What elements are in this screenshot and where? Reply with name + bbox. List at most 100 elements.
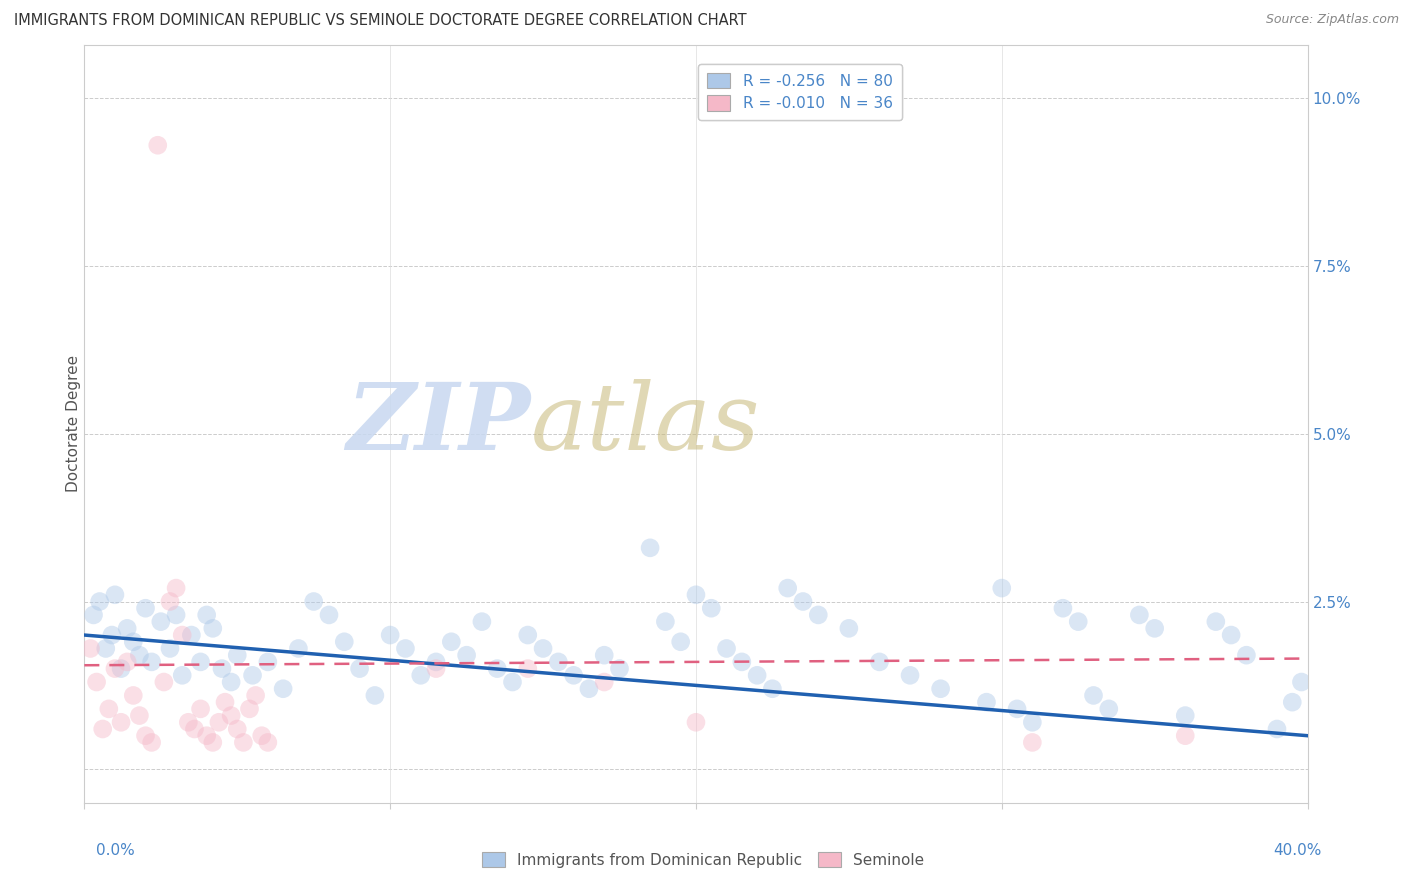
Point bbox=[165, 607, 187, 622]
Point bbox=[486, 662, 509, 676]
Point bbox=[1052, 601, 1074, 615]
Point bbox=[685, 715, 707, 730]
Point bbox=[201, 621, 224, 635]
Point bbox=[89, 594, 111, 608]
Point bbox=[578, 681, 600, 696]
Text: atlas: atlas bbox=[531, 379, 761, 468]
Point bbox=[761, 681, 783, 696]
Point bbox=[1128, 607, 1150, 622]
Point bbox=[609, 662, 631, 676]
Point bbox=[638, 541, 661, 555]
Point bbox=[195, 607, 218, 622]
Point bbox=[245, 689, 267, 703]
Point bbox=[731, 655, 754, 669]
Point bbox=[180, 628, 202, 642]
Point bbox=[747, 668, 769, 682]
Point bbox=[122, 689, 145, 703]
Legend: R = -0.256   N = 80, R = -0.010   N = 36: R = -0.256 N = 80, R = -0.010 N = 36 bbox=[699, 63, 901, 120]
Point bbox=[214, 695, 236, 709]
Point bbox=[201, 735, 224, 749]
Point bbox=[716, 641, 738, 656]
Point bbox=[232, 735, 254, 749]
Point bbox=[440, 634, 463, 648]
Point bbox=[502, 675, 524, 690]
Point bbox=[516, 628, 538, 642]
Point bbox=[976, 695, 998, 709]
Point bbox=[91, 722, 114, 736]
Point bbox=[83, 607, 105, 622]
Point bbox=[349, 662, 371, 676]
Point bbox=[211, 662, 233, 676]
Point bbox=[1236, 648, 1258, 663]
Point bbox=[929, 681, 952, 696]
Point bbox=[456, 648, 478, 663]
Point bbox=[1021, 735, 1043, 749]
Point bbox=[302, 594, 325, 608]
Point bbox=[792, 594, 814, 608]
Point bbox=[471, 615, 494, 629]
Point bbox=[172, 668, 194, 682]
Point bbox=[1281, 695, 1303, 709]
Point bbox=[1083, 689, 1105, 703]
Point bbox=[562, 668, 585, 682]
Point bbox=[86, 675, 108, 690]
Point bbox=[177, 715, 200, 730]
Point bbox=[165, 581, 187, 595]
Point bbox=[257, 735, 280, 749]
Legend: Immigrants from Dominican Republic, Seminole: Immigrants from Dominican Republic, Semi… bbox=[474, 844, 932, 875]
Point bbox=[149, 615, 172, 629]
Point bbox=[128, 648, 150, 663]
Point bbox=[547, 655, 569, 669]
Point bbox=[1067, 615, 1090, 629]
Text: ZIP: ZIP bbox=[347, 379, 531, 468]
Point bbox=[1098, 702, 1121, 716]
Point bbox=[153, 675, 176, 690]
Point bbox=[190, 655, 212, 669]
Point bbox=[425, 662, 447, 676]
Point bbox=[271, 681, 294, 696]
Point bbox=[364, 689, 387, 703]
Point bbox=[79, 641, 101, 656]
Point bbox=[1005, 702, 1028, 716]
Point bbox=[531, 641, 554, 656]
Point bbox=[287, 641, 309, 656]
Point bbox=[991, 581, 1014, 595]
Point bbox=[219, 708, 242, 723]
Point bbox=[128, 708, 150, 723]
Point bbox=[593, 648, 616, 663]
Point bbox=[898, 668, 921, 682]
Point bbox=[195, 729, 218, 743]
Point bbox=[425, 655, 447, 669]
Text: 40.0%: 40.0% bbox=[1274, 843, 1322, 858]
Point bbox=[1174, 708, 1197, 723]
Point bbox=[318, 607, 340, 622]
Point bbox=[1265, 722, 1288, 736]
Point bbox=[238, 702, 260, 716]
Text: IMMIGRANTS FROM DOMINICAN REPUBLIC VS SEMINOLE DOCTORATE DEGREE CORRELATION CHAR: IMMIGRANTS FROM DOMINICAN REPUBLIC VS SE… bbox=[14, 13, 747, 29]
Text: Source: ZipAtlas.com: Source: ZipAtlas.com bbox=[1265, 13, 1399, 27]
Point bbox=[394, 641, 416, 656]
Point bbox=[183, 722, 205, 736]
Point bbox=[700, 601, 723, 615]
Point bbox=[869, 655, 891, 669]
Point bbox=[110, 662, 132, 676]
Point bbox=[159, 594, 181, 608]
Point bbox=[97, 702, 120, 716]
Point bbox=[242, 668, 264, 682]
Point bbox=[333, 634, 356, 648]
Point bbox=[669, 634, 692, 648]
Point bbox=[1205, 615, 1227, 629]
Point bbox=[135, 601, 157, 615]
Point bbox=[776, 581, 799, 595]
Point bbox=[104, 588, 127, 602]
Point bbox=[159, 641, 181, 656]
Point bbox=[226, 648, 249, 663]
Point bbox=[219, 675, 242, 690]
Point bbox=[1174, 729, 1197, 743]
Point bbox=[380, 628, 402, 642]
Point bbox=[208, 715, 231, 730]
Point bbox=[409, 668, 432, 682]
Point bbox=[1291, 675, 1313, 690]
Point bbox=[141, 655, 163, 669]
Point bbox=[838, 621, 860, 635]
